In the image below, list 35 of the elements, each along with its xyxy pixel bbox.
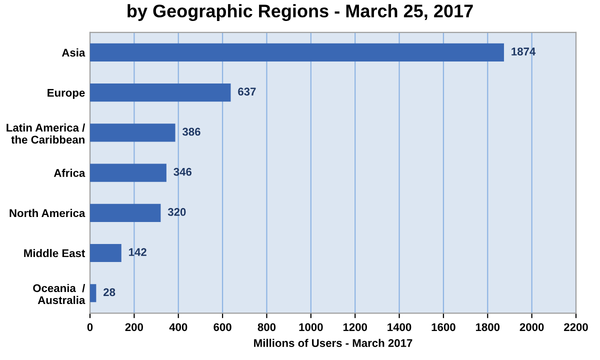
x-tick-label: 1600 (432, 323, 456, 332)
data-label: 142 (129, 248, 146, 256)
data-label: 1874 (512, 48, 536, 56)
y-tick-label: Latin America / the Caribbean (6, 123, 86, 144)
y-tick-label: Europe (48, 88, 85, 99)
x-tick-label: 1400 (388, 323, 412, 332)
data-label: 386 (182, 128, 200, 136)
y-tick-label: Oceania / Australia (33, 284, 86, 304)
chart-title: by Geographic Regions - March 25, 2017 (128, 4, 473, 22)
bar (90, 164, 166, 182)
bar (90, 124, 176, 142)
x-axis-title: Millions of Users - March 2017 (254, 338, 412, 347)
y-tick-label: Middle East (24, 249, 86, 258)
bar (90, 84, 231, 102)
bar (90, 284, 96, 302)
data-label: 320 (168, 208, 186, 216)
x-tick-label: 1000 (299, 323, 323, 332)
bar (90, 43, 504, 62)
x-tick-label: 2200 (564, 323, 588, 332)
data-label: 346 (174, 168, 192, 176)
y-tick-label: Asia (62, 48, 86, 57)
x-tick-label: 2000 (520, 323, 544, 332)
bar (90, 244, 122, 262)
data-label: 28 (104, 288, 116, 296)
x-tick-label: 400 (169, 323, 188, 332)
y-tick-label: North America (10, 208, 86, 218)
x-tick-label: 1800 (476, 323, 500, 332)
x-tick-label: 1200 (343, 323, 367, 332)
data-label: 637 (238, 88, 256, 96)
x-tick-label: 0 (87, 323, 93, 332)
x-tick-label: 800 (258, 323, 276, 332)
bar (90, 204, 161, 222)
y-tick-label: Africa (54, 168, 86, 177)
x-tick-label: 600 (214, 323, 232, 332)
x-tick-label: 200 (125, 323, 143, 332)
